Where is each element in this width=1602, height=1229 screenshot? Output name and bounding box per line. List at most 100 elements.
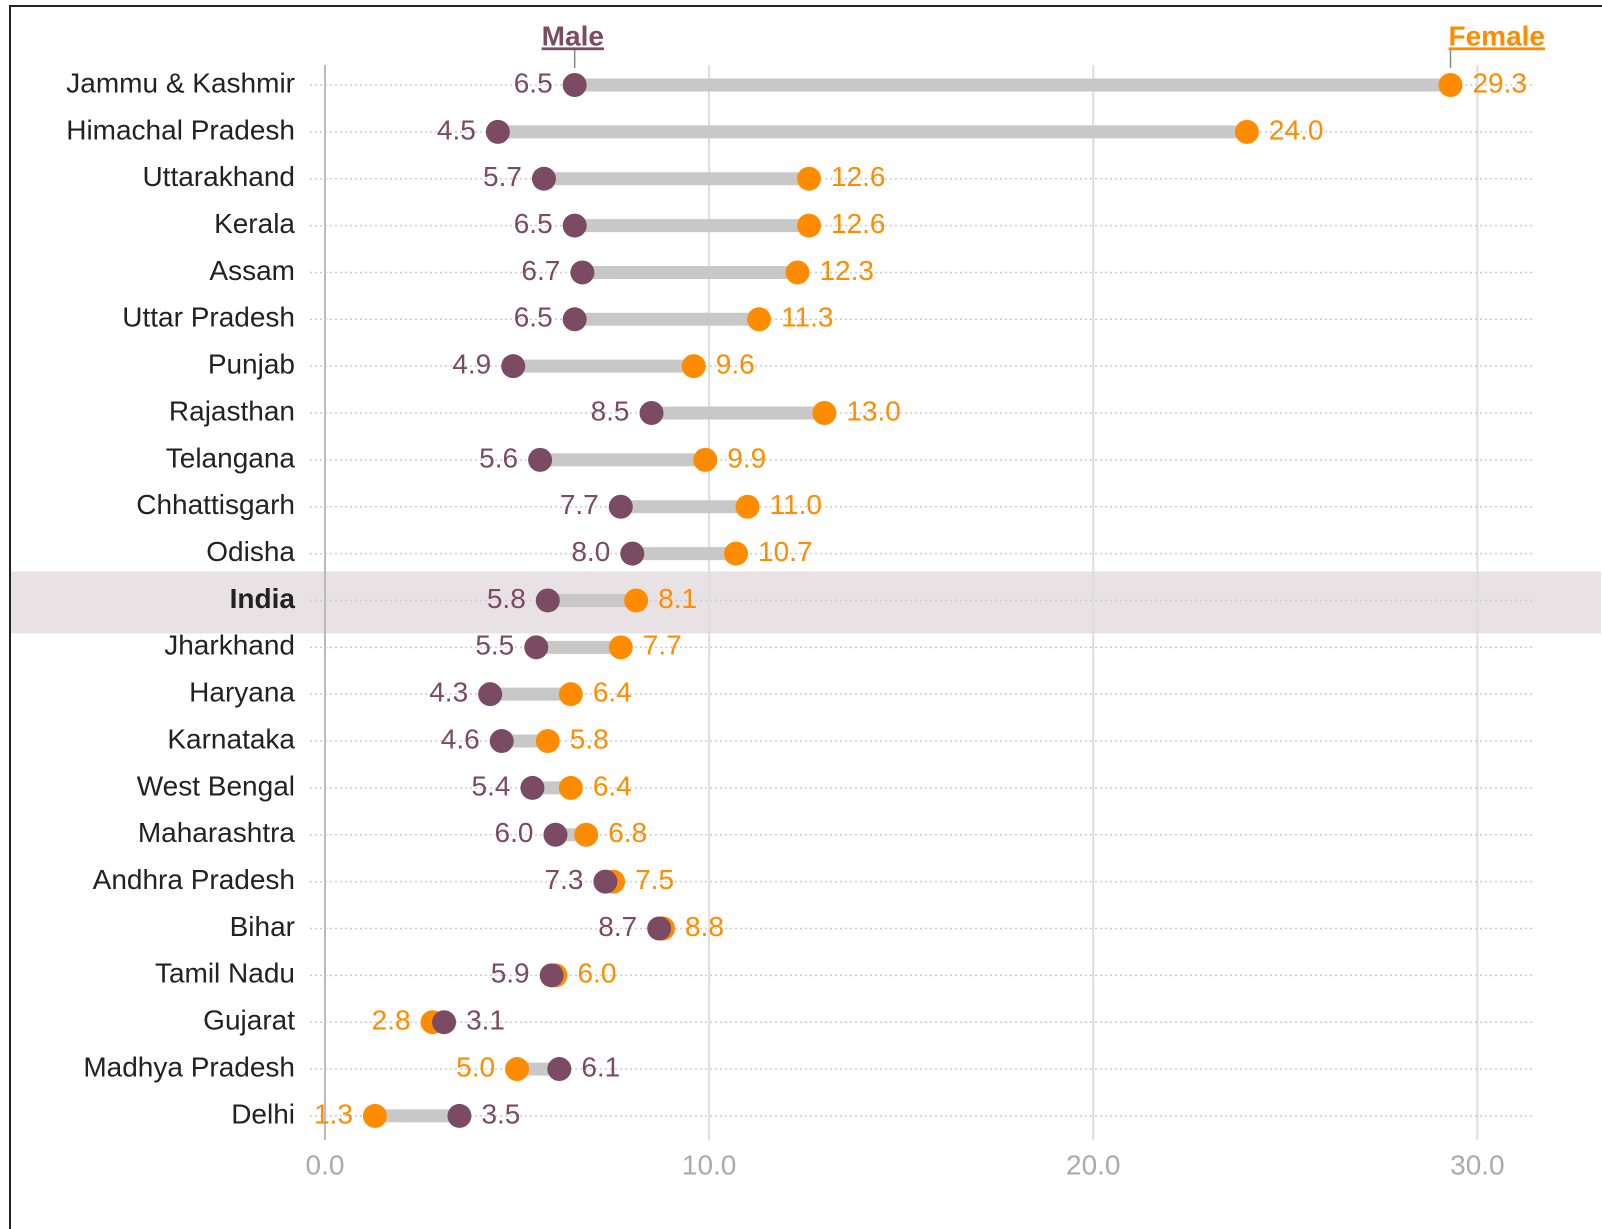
category-label: Jharkhand: [164, 630, 295, 661]
frame: [9, 5, 1602, 1229]
dot: [558, 775, 583, 800]
dot: [647, 916, 672, 941]
dot: [558, 682, 583, 707]
dot: [524, 635, 549, 660]
dot: [608, 635, 633, 660]
dot: [447, 1103, 472, 1128]
value-label: 6.4: [593, 677, 632, 708]
category-label: West Bengal: [137, 770, 295, 801]
x-tick-label: 0.0: [306, 1149, 345, 1180]
legend-label: Male: [542, 20, 604, 51]
category-label: Uttar Pradesh: [122, 302, 295, 333]
category-label: Chhattisgarh: [136, 489, 295, 520]
value-label: 5.5: [475, 630, 514, 661]
dot: [681, 354, 706, 379]
value-label: 24.0: [1269, 114, 1324, 145]
category-label: Rajasthan: [169, 395, 295, 426]
dot: [478, 682, 503, 707]
value-label: 6.5: [514, 208, 553, 239]
value-label: 5.8: [570, 723, 609, 754]
value-label: 3.5: [481, 1098, 520, 1129]
dot: [639, 401, 664, 426]
value-label: 11.3: [781, 302, 833, 333]
value-label: 12.6: [831, 208, 886, 239]
value-label: 4.3: [429, 677, 468, 708]
dot: [535, 588, 560, 613]
category-label: Punjab: [208, 349, 295, 380]
value-label: 8.5: [591, 395, 630, 426]
dot: [593, 869, 618, 894]
category-label: Andhra Pradesh: [93, 864, 295, 895]
category-label: Maharashtra: [138, 817, 296, 848]
dot: [608, 494, 633, 519]
dot: [539, 963, 564, 988]
value-label: 4.6: [441, 723, 480, 754]
dot: [570, 260, 595, 285]
dot: [735, 494, 760, 519]
value-label: 4.5: [437, 114, 476, 145]
value-label: 3.1: [466, 1005, 505, 1036]
dot: [797, 213, 821, 238]
x-tick-label: 10.0: [682, 1149, 737, 1180]
value-label: 5.4: [471, 770, 510, 801]
highlight-band: [11, 571, 1601, 634]
dot: [501, 354, 526, 379]
dot: [624, 588, 649, 613]
value-label: 2.8: [372, 1005, 411, 1036]
value-label: 6.0: [577, 958, 616, 989]
value-label: 6.8: [608, 817, 647, 848]
value-label: 6.7: [521, 255, 560, 286]
dot: [528, 447, 553, 472]
category-label: Himachal Pradesh: [66, 114, 295, 145]
value-label: 6.0: [495, 817, 534, 848]
category-label: Telangana: [166, 442, 296, 473]
value-label: 6.5: [514, 67, 553, 98]
category-label: Assam: [209, 255, 295, 286]
category-label: Odisha: [206, 536, 295, 567]
category-label: Tamil Nadu: [155, 958, 295, 989]
dot: [489, 729, 514, 754]
category-label: Karnataka: [167, 723, 295, 754]
dot: [485, 119, 510, 144]
value-label: 8.1: [658, 583, 697, 614]
dot: [693, 447, 718, 472]
dot: [747, 307, 772, 332]
x-tick-label: 30.0: [1450, 1149, 1505, 1180]
dot: [812, 401, 837, 426]
value-label: 12.3: [819, 255, 874, 286]
dot: [562, 213, 587, 238]
dot: [535, 729, 560, 754]
value-label: 13.0: [846, 395, 901, 426]
value-label: 5.9: [491, 958, 530, 989]
category-label: Bihar: [230, 911, 295, 942]
dot: [574, 822, 599, 847]
dot: [1234, 119, 1259, 144]
value-label: 9.6: [716, 349, 755, 380]
value-label: 5.7: [483, 161, 522, 192]
dot: [531, 166, 556, 191]
value-label: 10.7: [758, 536, 813, 567]
dot: [362, 1103, 387, 1128]
dot: [432, 1010, 457, 1035]
dot: [785, 260, 810, 285]
dot: [724, 541, 749, 566]
value-label: 1.3: [314, 1098, 353, 1129]
value-label: 6.4: [593, 770, 632, 801]
value-label: 7.7: [643, 630, 682, 661]
legend-label: Female: [1449, 20, 1546, 51]
value-label: 7.7: [560, 489, 599, 520]
value-label: 5.8: [487, 583, 526, 614]
value-label: 6.5: [514, 302, 553, 333]
value-label: 5.6: [479, 442, 518, 473]
dot: [620, 541, 645, 566]
value-label: 29.3: [1472, 67, 1527, 98]
dot: [797, 166, 821, 191]
value-label: 5.0: [456, 1051, 495, 1082]
value-label: 8.7: [598, 911, 637, 942]
value-label: 8.8: [685, 911, 724, 942]
value-label: 6.1: [581, 1051, 620, 1082]
value-label: 4.9: [452, 349, 491, 380]
category-label: Kerala: [214, 208, 295, 239]
value-label: 7.5: [635, 864, 674, 895]
category-label: Madhya Pradesh: [83, 1051, 295, 1082]
